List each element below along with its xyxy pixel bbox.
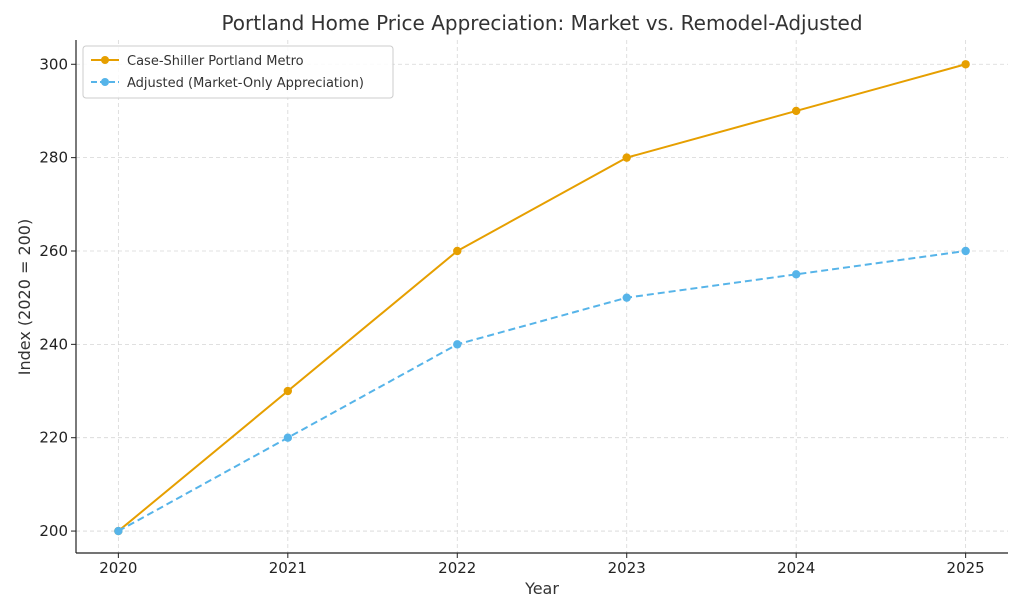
data-point-1: [283, 386, 293, 396]
series-line-2: [117, 249, 966, 532]
legend-swatch-marker: [101, 78, 109, 86]
x-tick-label: 2020: [99, 559, 137, 577]
data-point-1: [791, 106, 801, 116]
y-tick-label: 240: [39, 335, 68, 353]
y-tick-label: 220: [39, 429, 68, 447]
data-point-2: [114, 526, 123, 536]
legend-label: Adjusted (Market-Only Appreciation): [127, 76, 364, 91]
x-tick-label: 2025: [947, 559, 985, 577]
y-tick-label: 300: [39, 55, 68, 73]
y-axis-label: Index (2020 = 200): [15, 219, 34, 375]
data-point-2: [283, 433, 293, 442]
axes: 2020 2021 2022 2023 2024 2025 200 220 240 260 280 3…: [39, 40, 1008, 577]
data-point-1: [622, 153, 631, 162]
y-tick-label: 200: [39, 522, 68, 540]
data-point-1: [453, 246, 462, 256]
series-group: [114, 60, 970, 536]
data-point-1: [961, 60, 970, 69]
data-point-2: [961, 246, 970, 256]
x-axis-label: Year: [524, 579, 559, 598]
x-tick-label: 2023: [608, 559, 646, 577]
y-tick-label: 260: [39, 242, 68, 260]
y-tick-label: 280: [39, 149, 68, 167]
grid: [76, 40, 1008, 553]
x-tick-label: 2024: [777, 559, 815, 577]
series-line-1: [117, 63, 966, 532]
chart-title: Portland Home Price Appreciation: Market…: [221, 11, 862, 35]
data-point-2: [791, 270, 801, 279]
legend: Case-Shiller Portland Metro Adjusted (Mar…: [82, 45, 394, 99]
legend-box: [82, 45, 394, 99]
data-point-2: [622, 293, 631, 302]
data-point-2: [453, 340, 462, 349]
x-tick-label: 2021: [269, 559, 307, 577]
x-tick-label: 2022: [438, 559, 476, 577]
legend-swatch-marker: [101, 56, 109, 64]
legend-label: Case-Shiller Portland Metro: [127, 54, 304, 69]
